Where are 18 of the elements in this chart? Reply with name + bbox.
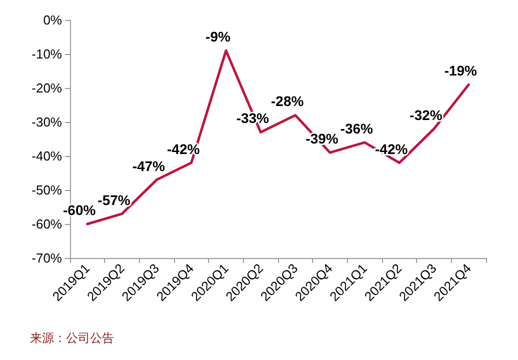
data-label: -60% xyxy=(62,202,96,218)
y-tick-label: -20% xyxy=(32,80,62,96)
data-label: -36% xyxy=(340,120,374,136)
data-label: -57% xyxy=(98,192,131,208)
y-tick-label: -10% xyxy=(32,46,62,62)
data-label: -19% xyxy=(444,62,478,79)
y-tick-label: -30% xyxy=(32,114,62,130)
data-label: -28% xyxy=(270,93,304,110)
y-tick-label: -50% xyxy=(32,182,62,198)
y-tick-label: 0% xyxy=(43,12,62,28)
y-tick-label: -70% xyxy=(32,250,62,266)
data-label: -9% xyxy=(206,28,231,45)
y-tick-label: -40% xyxy=(32,148,62,164)
source-note: 来源：公司公告 xyxy=(30,331,114,345)
data-label: -32% xyxy=(410,106,443,123)
data-label: -42% xyxy=(374,140,408,157)
y-tick-label: -60% xyxy=(32,216,62,232)
data-label: -47% xyxy=(132,158,166,174)
